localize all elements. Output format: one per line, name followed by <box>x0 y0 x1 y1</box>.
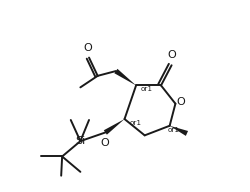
Polygon shape <box>104 119 124 135</box>
Polygon shape <box>114 69 136 85</box>
Polygon shape <box>169 126 187 136</box>
Text: or1: or1 <box>129 120 141 126</box>
Text: or1: or1 <box>140 86 152 92</box>
Text: O: O <box>100 138 108 148</box>
Text: O: O <box>166 50 175 60</box>
Text: O: O <box>176 97 184 107</box>
Text: O: O <box>83 43 92 53</box>
Text: Si: Si <box>75 136 85 146</box>
Text: or1: or1 <box>167 127 179 133</box>
